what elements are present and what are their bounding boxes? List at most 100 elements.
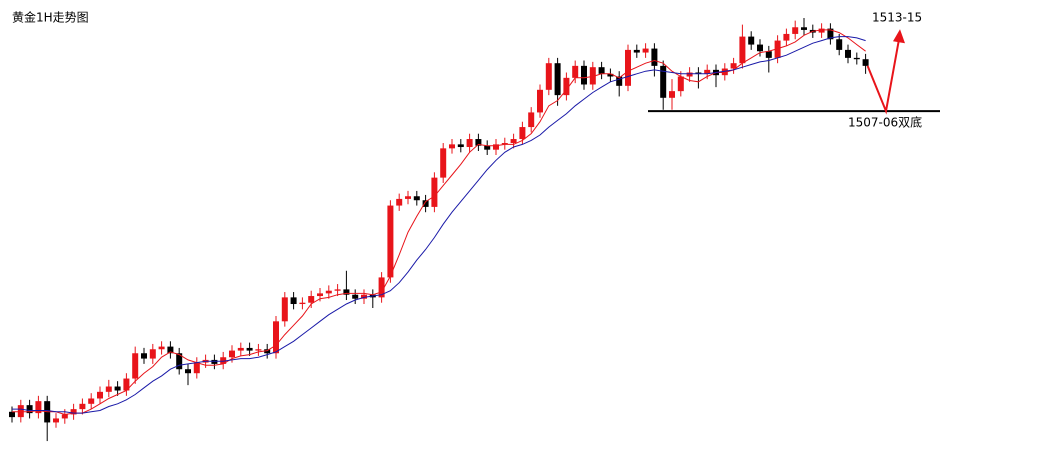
candle-body bbox=[801, 27, 807, 30]
candle-body bbox=[308, 296, 315, 303]
chart-title: 黄金1H走势图 bbox=[12, 10, 89, 25]
candle-body bbox=[466, 139, 473, 148]
moving-average-line bbox=[12, 36, 866, 414]
candle-body bbox=[853, 57, 860, 60]
candle-body bbox=[598, 67, 605, 74]
candle-body bbox=[141, 353, 147, 359]
candle-body bbox=[61, 414, 68, 419]
candle-body bbox=[26, 405, 33, 414]
candle-body bbox=[220, 357, 227, 364]
candle-body bbox=[167, 346, 174, 354]
candle-body bbox=[105, 386, 112, 392]
candle-body bbox=[669, 91, 675, 98]
candle-body bbox=[273, 321, 279, 354]
candle-body bbox=[114, 386, 121, 391]
candle-body bbox=[528, 112, 535, 128]
candle-body bbox=[97, 391, 103, 399]
candle-body bbox=[132, 353, 139, 379]
candle-body bbox=[88, 398, 95, 404]
candle-body bbox=[572, 65, 579, 78]
candle-body bbox=[123, 378, 130, 391]
candle-body bbox=[431, 177, 438, 207]
candle-body bbox=[704, 69, 711, 74]
candle-body bbox=[299, 302, 306, 305]
target-label: 1513-15 bbox=[872, 11, 922, 25]
candle-body bbox=[818, 28, 825, 33]
candle-body bbox=[149, 349, 156, 359]
candle-body bbox=[405, 196, 411, 199]
candle-body bbox=[475, 139, 482, 146]
candle-body bbox=[783, 33, 790, 41]
candle-body bbox=[581, 65, 587, 85]
candle-body bbox=[660, 65, 667, 98]
candle-body bbox=[827, 28, 834, 40]
candle-body bbox=[290, 297, 297, 305]
candle-body bbox=[792, 27, 799, 34]
candle-body bbox=[563, 77, 570, 96]
candle-body bbox=[361, 294, 367, 299]
candle-body bbox=[255, 349, 262, 351]
candle-body bbox=[237, 347, 244, 351]
candle-body bbox=[193, 362, 200, 374]
candle-body bbox=[765, 51, 772, 58]
candle-body bbox=[211, 359, 218, 364]
candle-body bbox=[352, 294, 359, 299]
support-label: 1507-06双底 bbox=[848, 115, 922, 130]
candle-body bbox=[721, 68, 728, 76]
candle-body bbox=[695, 72, 702, 74]
candle-body bbox=[53, 418, 59, 423]
candle-body bbox=[378, 277, 385, 298]
candle-body bbox=[396, 198, 403, 206]
candle-body bbox=[757, 44, 763, 52]
projection-arrow bbox=[866, 39, 900, 115]
candle-body bbox=[457, 144, 464, 148]
candle-body bbox=[607, 73, 614, 77]
candle-body bbox=[739, 36, 746, 64]
candle-body bbox=[862, 59, 869, 66]
candle-body bbox=[519, 127, 526, 140]
candle-body bbox=[493, 144, 499, 150]
candle-body bbox=[651, 48, 658, 66]
candle-body bbox=[730, 63, 737, 69]
candle-body bbox=[589, 67, 596, 85]
candle-body bbox=[185, 369, 191, 374]
candle-body bbox=[229, 350, 235, 358]
candle-body bbox=[642, 48, 649, 53]
moving-average-line bbox=[12, 29, 866, 416]
candle-body bbox=[264, 349, 271, 354]
candle-body bbox=[422, 200, 429, 207]
candle-body bbox=[845, 49, 851, 58]
candle-body bbox=[281, 297, 288, 322]
candle-body bbox=[343, 289, 350, 295]
candle-body bbox=[325, 290, 332, 294]
candle-body bbox=[625, 49, 631, 86]
candle-body bbox=[9, 411, 15, 418]
candle-body bbox=[545, 63, 552, 90]
candle-body bbox=[501, 143, 508, 145]
candle-body bbox=[484, 145, 491, 150]
candle-body bbox=[748, 36, 755, 45]
candle-body bbox=[836, 39, 843, 50]
candle-body bbox=[633, 49, 640, 53]
candle-body bbox=[554, 63, 561, 96]
candle-body bbox=[440, 148, 447, 178]
candle-body bbox=[413, 196, 420, 201]
candle-body bbox=[334, 289, 341, 291]
candle-body bbox=[79, 403, 86, 410]
candle-body bbox=[317, 293, 323, 297]
arrow-head bbox=[893, 29, 905, 44]
candle-body bbox=[686, 72, 693, 77]
candle-body bbox=[35, 401, 42, 414]
candle-body bbox=[510, 139, 517, 144]
candle-body bbox=[70, 409, 77, 415]
candle-body bbox=[616, 76, 623, 86]
candle-body bbox=[774, 40, 781, 58]
candle-body bbox=[176, 353, 183, 370]
candle-body bbox=[158, 346, 165, 350]
candle-body bbox=[449, 144, 455, 149]
candle-body bbox=[246, 347, 253, 351]
candle-body bbox=[537, 89, 543, 113]
candle-body bbox=[17, 405, 24, 418]
candle-body bbox=[677, 76, 684, 92]
